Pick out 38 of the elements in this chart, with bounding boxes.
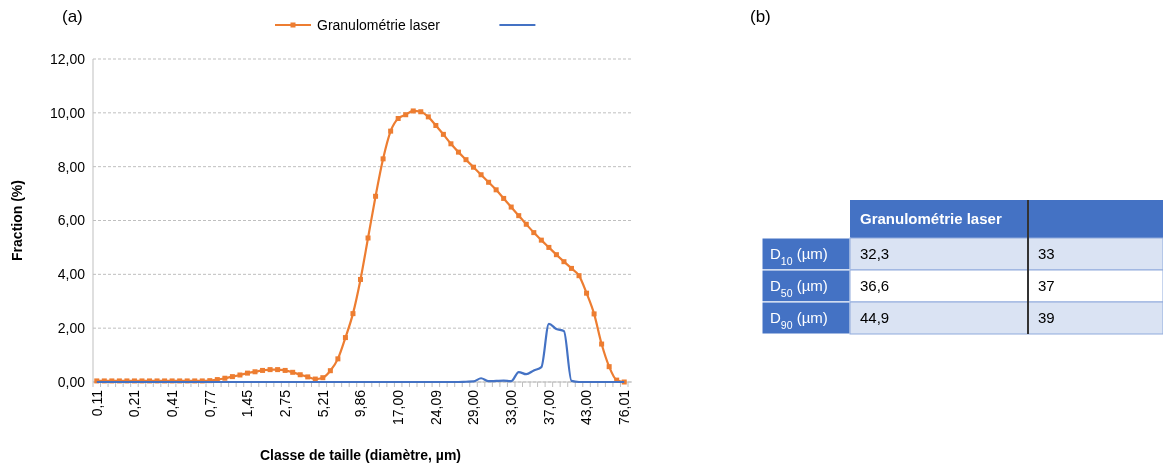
line-series: [95, 322, 626, 384]
text: 36,6: [860, 277, 890, 295]
x-tick-label: 43,00: [578, 389, 595, 426]
x-tick-label: 0,21: [126, 389, 143, 418]
category-label: Granulométrie laser: [860, 210, 1002, 228]
x-axis-title: Classe de taille (diamètre, µm): [259, 447, 462, 463]
category-label: D$_{90}$ (µm): [770, 309, 828, 332]
text: (b): [750, 7, 771, 26]
x-tick-label: 29,00: [465, 389, 482, 426]
x-tick-label: 2,75: [277, 389, 294, 418]
x-tick-label: 33,00: [503, 389, 520, 426]
y-tick-label: 0,00: [57, 373, 86, 390]
y-tick-label: 2,00: [57, 320, 86, 337]
x-tick-label: 0,77: [201, 389, 218, 418]
x-tick-label: 24,09: [427, 389, 444, 426]
text: 33: [1038, 245, 1055, 263]
x-tick-label: 0,41: [164, 389, 181, 418]
text: 32,3: [860, 245, 890, 263]
y-tick-label: 12,00: [49, 50, 86, 67]
x-tick-label: 1,45: [239, 389, 256, 418]
y-tick-label: 10,00: [49, 104, 86, 121]
category-label: D$_{50}$ (µm): [770, 277, 828, 300]
y-tick-label: 8,00: [57, 158, 86, 175]
x-tick-label: 37,00: [540, 389, 557, 426]
chart-title: (a): [62, 7, 83, 26]
x-tick-label: 0,11: [88, 389, 105, 417]
y-tick-label: 6,00: [57, 212, 86, 229]
text: 37: [1038, 277, 1055, 295]
x-tick-label: 5,21: [314, 389, 331, 418]
legend-label: Granulométrie laser: [317, 16, 441, 33]
category-label: D$_{10}$ (µm): [770, 245, 828, 268]
x-tick-label: 76,01: [616, 389, 633, 426]
text: 44,9: [860, 309, 890, 327]
x-tick-label: 17,00: [390, 389, 407, 426]
y-axis-title: Fraction (%): [9, 180, 25, 261]
text: 39: [1038, 309, 1055, 327]
y-tick-label: 4,00: [57, 266, 86, 283]
x-tick-label: 9,86: [352, 389, 369, 418]
